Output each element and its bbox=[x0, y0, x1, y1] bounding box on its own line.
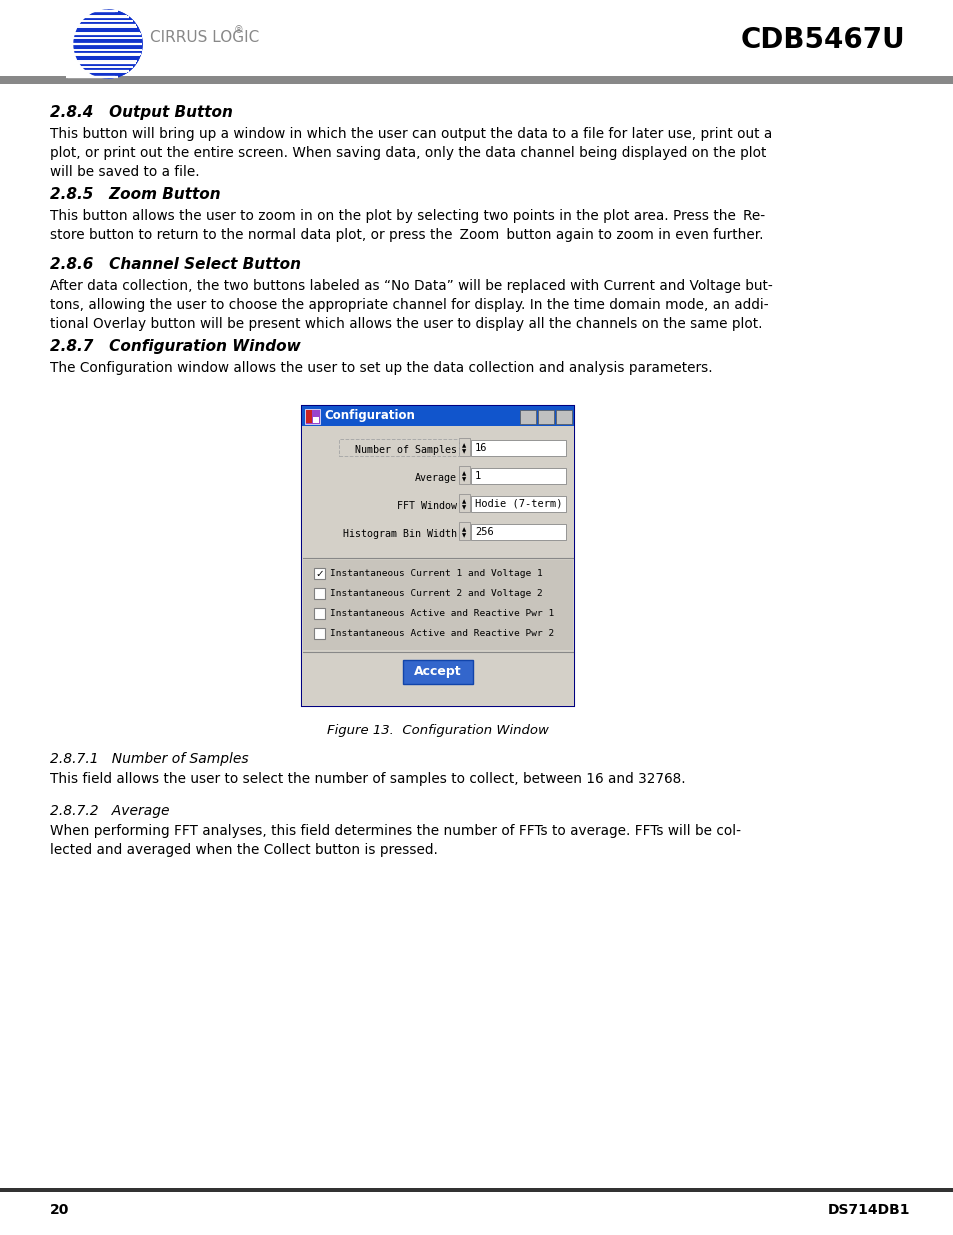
Bar bbox=[458, 438, 470, 456]
Bar bbox=[519, 410, 536, 424]
Bar bbox=[306, 410, 312, 424]
Text: Average: Average bbox=[415, 473, 456, 483]
Bar bbox=[314, 588, 325, 599]
Text: Number of Samples: Number of Samples bbox=[355, 445, 456, 454]
Text: 2.8.4   Output Button: 2.8.4 Output Button bbox=[50, 105, 233, 120]
Bar bbox=[302, 426, 574, 706]
Text: 2.8.5   Zoom Button: 2.8.5 Zoom Button bbox=[50, 186, 220, 203]
Text: When performing FFT analyses, this field determines the number of FFTs to averag: When performing FFT analyses, this field… bbox=[50, 824, 740, 857]
Bar bbox=[314, 608, 325, 619]
Bar bbox=[458, 522, 470, 540]
Bar bbox=[458, 494, 470, 513]
Text: FFT Window: FFT Window bbox=[396, 501, 456, 511]
Text: This button will bring up a window in which the user can output the data to a fi: This button will bring up a window in wh… bbox=[50, 127, 771, 179]
Text: ▲: ▲ bbox=[462, 443, 466, 448]
Text: 2.8.7.2   Average: 2.8.7.2 Average bbox=[50, 804, 170, 818]
Bar bbox=[537, 410, 554, 424]
Text: ▼: ▼ bbox=[462, 478, 466, 483]
Bar bbox=[471, 524, 565, 540]
Bar bbox=[302, 406, 574, 426]
Text: 2.8.7   Configuration Window: 2.8.7 Configuration Window bbox=[50, 338, 300, 354]
Text: ✓: ✓ bbox=[314, 568, 323, 578]
Text: 16: 16 bbox=[475, 443, 487, 453]
Text: CDB5467U: CDB5467U bbox=[740, 26, 904, 54]
Bar bbox=[305, 409, 319, 424]
Text: 256: 256 bbox=[475, 527, 494, 537]
Text: Configuration: Configuration bbox=[324, 410, 415, 422]
Bar bbox=[313, 417, 318, 424]
Text: Instantaneous Active and Reactive Pwr 1: Instantaneous Active and Reactive Pwr 1 bbox=[330, 609, 554, 618]
Bar bbox=[314, 629, 325, 638]
Text: 20: 20 bbox=[50, 1203, 70, 1216]
Text: ▲: ▲ bbox=[462, 499, 466, 505]
Text: ▲: ▲ bbox=[462, 527, 466, 532]
Bar bbox=[402, 659, 473, 684]
Text: Figure 13.  Configuration Window: Figure 13. Configuration Window bbox=[327, 724, 548, 737]
Text: After data collection, the two buttons labeled as “No Data” will be replaced wit: After data collection, the two buttons l… bbox=[50, 279, 772, 331]
Text: 2.8.6   Channel Select Button: 2.8.6 Channel Select Button bbox=[50, 257, 301, 272]
Text: The Configuration window allows the user to set up the data collection and analy: The Configuration window allows the user… bbox=[50, 361, 712, 375]
Bar bbox=[314, 568, 325, 579]
Circle shape bbox=[74, 10, 142, 78]
Text: ▼: ▼ bbox=[462, 450, 466, 454]
Text: Instantaneous Current 2 and Voltage 2: Instantaneous Current 2 and Voltage 2 bbox=[330, 589, 542, 598]
Bar bbox=[471, 440, 565, 456]
Text: Histogram Bin Width: Histogram Bin Width bbox=[343, 529, 456, 538]
Bar bbox=[0, 77, 953, 84]
Text: ▲: ▲ bbox=[462, 472, 466, 477]
Text: DS714DB1: DS714DB1 bbox=[826, 1203, 909, 1216]
Text: 2.8.7.1   Number of Samples: 2.8.7.1 Number of Samples bbox=[50, 752, 249, 766]
Text: Instantaneous Active and Reactive Pwr 2: Instantaneous Active and Reactive Pwr 2 bbox=[330, 629, 554, 638]
Text: Accept: Accept bbox=[414, 666, 461, 678]
Bar bbox=[471, 496, 565, 513]
Text: This button allows the user to zoom in on the plot by selecting two points in th: This button allows the user to zoom in o… bbox=[50, 209, 764, 242]
Bar bbox=[338, 438, 458, 456]
Polygon shape bbox=[108, 10, 142, 78]
Text: ▼: ▼ bbox=[462, 505, 466, 510]
Bar bbox=[556, 410, 572, 424]
Text: ▼: ▼ bbox=[462, 534, 466, 538]
Text: This field allows the user to select the number of samples to collect, between 1: This field allows the user to select the… bbox=[50, 772, 685, 785]
Bar bbox=[471, 468, 565, 484]
Text: Instantaneous Current 1 and Voltage 1: Instantaneous Current 1 and Voltage 1 bbox=[330, 569, 542, 578]
Text: Hodie (7-term): Hodie (7-term) bbox=[475, 499, 562, 509]
Bar bbox=[302, 406, 574, 706]
Text: 1: 1 bbox=[475, 471, 480, 480]
Bar bbox=[0, 1188, 953, 1192]
Text: CIRRUS LOGIC: CIRRUS LOGIC bbox=[150, 31, 259, 46]
Bar bbox=[458, 466, 470, 484]
Text: ®: ® bbox=[233, 25, 244, 35]
Bar bbox=[303, 559, 573, 650]
